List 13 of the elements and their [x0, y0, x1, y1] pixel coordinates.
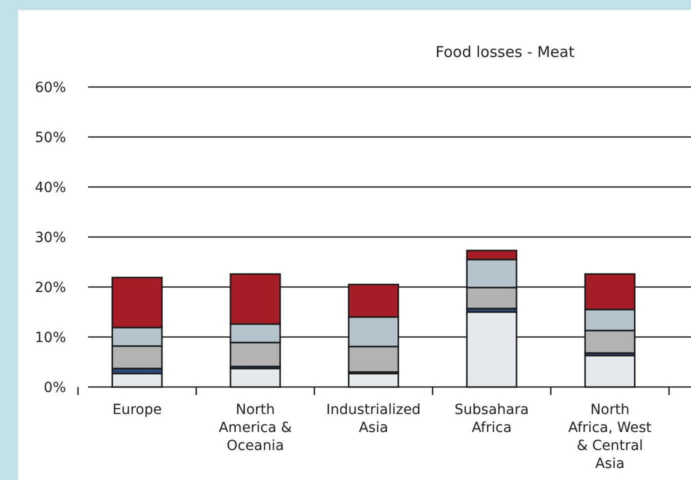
- x-tick-label: Europe: [112, 402, 162, 418]
- x-tick-label: North America & Oceania: [218, 402, 292, 454]
- x-tick-label: Industrialized Asia: [326, 402, 421, 436]
- y-tick-label: 60%: [34, 80, 66, 96]
- y-tick-label: 30%: [34, 230, 66, 246]
- chart-title: Food losses - Meat: [436, 43, 575, 61]
- y-tick-label: 0%: [44, 380, 66, 396]
- y-tick-label: 20%: [34, 280, 66, 296]
- x-tick-label: Subsahara Africa: [454, 402, 529, 436]
- y-tick-label: 40%: [34, 180, 66, 196]
- y-tick-label: 10%: [34, 330, 66, 346]
- x-tick-label: North Africa, West & Central Asia: [568, 402, 652, 472]
- y-tick-label: 50%: [34, 130, 66, 146]
